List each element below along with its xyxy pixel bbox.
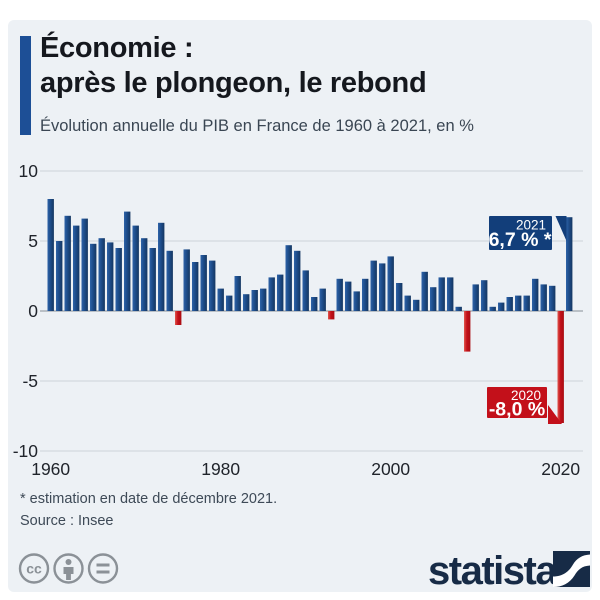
- bar-1968: [115, 248, 122, 311]
- bar-2011: [481, 280, 488, 311]
- bar-2000: [387, 256, 394, 311]
- statista-mark-icon: [553, 551, 590, 587]
- callout-2021-year: 2021: [516, 218, 546, 233]
- bar-2004: [421, 271, 428, 311]
- bar-1992: [319, 288, 326, 311]
- source-label: Source : Insee: [20, 513, 114, 529]
- bar-2010: [472, 284, 479, 311]
- bar-2016: [523, 295, 530, 311]
- bar-1962: [64, 215, 71, 311]
- bar-2001: [396, 283, 403, 311]
- bar-1976: [183, 249, 190, 311]
- callout-2020-box: [487, 387, 547, 418]
- bar-1999: [379, 263, 386, 311]
- bar-1971: [141, 238, 148, 311]
- bar-1995: [345, 281, 352, 311]
- x-tick-label-1960: 1960: [31, 459, 70, 479]
- bar-1984: [251, 290, 258, 311]
- page-title-line1: Économie :: [40, 32, 194, 64]
- bar-1997: [362, 278, 369, 311]
- bar-1982: [234, 276, 241, 311]
- bar-2017: [532, 278, 539, 311]
- bar-1989: [294, 250, 301, 311]
- bar-1974: [166, 250, 173, 311]
- attribution-icon[interactable]: [53, 553, 84, 584]
- bar-1967: [107, 242, 114, 311]
- page-title-line2: après le plongeon, le rebond: [40, 67, 427, 99]
- callout-2021-value: 6,7 % *: [489, 229, 552, 251]
- x-tick-label-2020: 2020: [541, 459, 580, 479]
- bar-1985: [260, 288, 267, 311]
- callout-2020-value: -8,0 %: [489, 399, 545, 421]
- bar-1983: [243, 294, 250, 311]
- bar-2021: [566, 217, 573, 311]
- y-tick-label--10: -10: [13, 441, 39, 461]
- bar-1993: [328, 311, 335, 320]
- bar-2013: [498, 302, 505, 311]
- bar-2019: [549, 285, 556, 311]
- bar-2002: [404, 295, 411, 311]
- bar-1960: [47, 199, 54, 311]
- callout-2021-box: [489, 216, 552, 250]
- y-tick-label-5: 5: [28, 231, 38, 251]
- bar-1975: [175, 311, 182, 325]
- bar-1994: [336, 278, 343, 311]
- bar-2003: [413, 299, 420, 311]
- bar-1990: [302, 270, 309, 311]
- bar-2014: [506, 297, 513, 311]
- callout-2020-pointer: [548, 405, 562, 424]
- bar-1972: [149, 248, 156, 311]
- page-title: Économie : après le plongeon, le rebond: [40, 31, 580, 101]
- bar-1973: [158, 222, 165, 311]
- y-tick-label-10: 10: [19, 161, 39, 181]
- estimation-footnote: * estimation en date de décembre 2021.: [20, 491, 278, 507]
- bar-1978: [200, 255, 207, 311]
- bar-2006: [438, 277, 445, 311]
- bar-1991: [311, 297, 318, 311]
- page-subtitle: Évolution annuelle du PIB en France de 1…: [40, 117, 474, 135]
- bar-1964: [81, 218, 88, 311]
- bar-1969: [124, 211, 131, 311]
- x-tick-label-1980: 1980: [201, 459, 240, 479]
- bar-1980: [217, 288, 224, 311]
- bar-1987: [277, 274, 284, 311]
- bar-1986: [268, 277, 275, 311]
- statista-logo[interactable]: statista: [428, 543, 598, 600]
- gdp-bar-chart: 10 5 0 -5 -10 1960 1980 2000 2020 2021 6,7 % * 2020…: [0, 155, 600, 485]
- bar-1965: [90, 243, 97, 311]
- bar-2007: [447, 277, 454, 311]
- bar-2018: [540, 284, 547, 311]
- cc-icon[interactable]: cc: [18, 553, 50, 584]
- callout-2020-year: 2020: [511, 388, 541, 403]
- bar-2012: [489, 306, 496, 311]
- y-tick-label-0: 0: [28, 301, 38, 321]
- bar-2008: [455, 306, 462, 311]
- bar-2015: [515, 295, 522, 311]
- bar-1998: [370, 260, 377, 311]
- bar-1966: [98, 238, 105, 311]
- svg-text:cc: cc: [26, 561, 42, 577]
- bar-1996: [353, 291, 360, 311]
- bar-1988: [285, 245, 292, 311]
- no-derivatives-icon[interactable]: [87, 553, 119, 584]
- statista-wordmark: statista: [428, 549, 558, 593]
- title-accent-bar: [20, 36, 31, 135]
- bar-1977: [192, 262, 199, 311]
- cc-license-badges[interactable]: cc: [18, 551, 128, 592]
- y-tick-label--5: -5: [22, 371, 38, 391]
- x-tick-label-2000: 2000: [371, 459, 410, 479]
- callout-2021-pointer: [555, 216, 567, 241]
- bar-1963: [73, 225, 80, 311]
- bar-1970: [132, 225, 139, 311]
- bar-1961: [56, 241, 63, 311]
- bar-1981: [226, 295, 233, 311]
- bar-2020: [557, 311, 564, 423]
- bar-1979: [209, 260, 216, 311]
- bar-2005: [430, 287, 437, 311]
- bar-2009: [464, 311, 471, 352]
